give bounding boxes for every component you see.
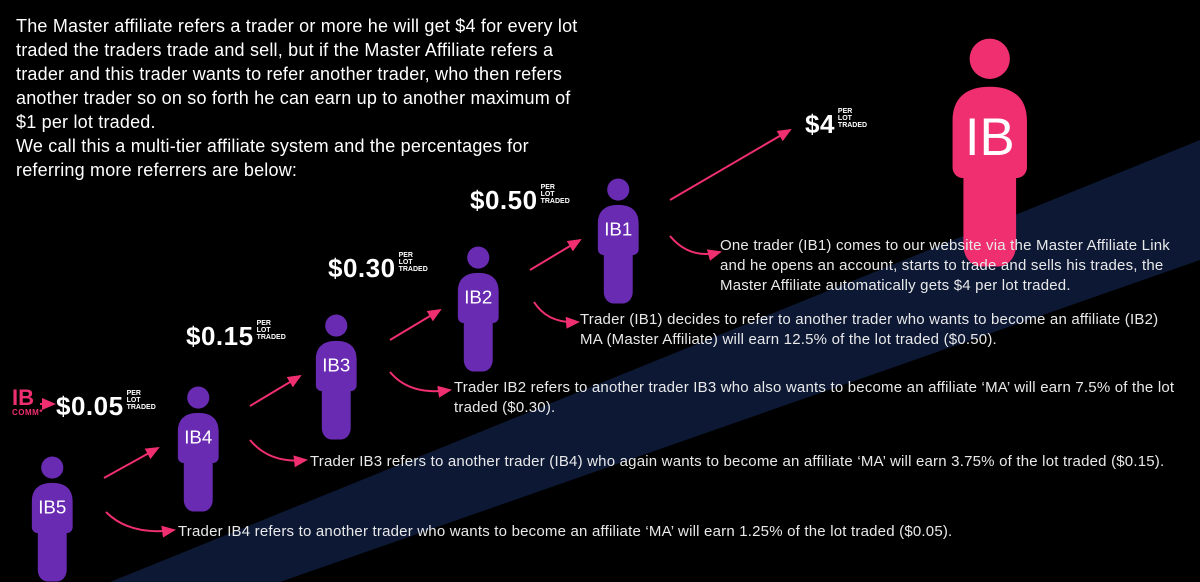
infographic-canvas: The Master affiliate refers a trader or … — [0, 0, 1200, 582]
price-amount: $0.30 — [328, 253, 396, 283]
price-amount: $4 — [805, 109, 835, 139]
desc-ib3: Trader IB3 refers to another trader (IB4… — [310, 452, 1180, 472]
price-ib: $4PERLOTTRADED — [805, 108, 867, 140]
intro-text: The Master affiliate refers a trader or … — [16, 14, 596, 182]
price-unit: PERLOTTRADED — [127, 390, 156, 411]
person-icon: IB4 — [160, 384, 237, 512]
price-unit: PERLOTTRADED — [541, 184, 570, 205]
svg-text:IB4: IB4 — [184, 427, 212, 448]
price-amount: $0.50 — [470, 185, 538, 215]
svg-text:IB1: IB1 — [604, 219, 632, 240]
svg-text:IB3: IB3 — [322, 355, 350, 376]
svg-text:IB: IB — [965, 108, 1015, 167]
price-ib4: $0.05PERLOTTRADED — [56, 390, 156, 422]
tier-ib3: IB3 — [298, 312, 375, 445]
desc-ib: One trader (IB1) comes to our website vi… — [720, 236, 1184, 296]
ib-tag-bottom: COMM* — [12, 408, 43, 417]
tier-ib5: IB5 — [14, 454, 91, 582]
person-icon: IB2 — [440, 244, 517, 372]
price-unit: PERLOTTRADED — [838, 108, 867, 129]
svg-text:IB5: IB5 — [38, 497, 66, 518]
tier-ib4: IB4 — [160, 384, 237, 517]
ib-commission-tag: IB COMM* — [12, 388, 43, 417]
price-ib1: $0.50PERLOTTRADED — [470, 184, 570, 216]
ib-tag-top: IB — [12, 388, 43, 408]
desc-ib2: Trader IB2 refers to another trader IB3 … — [454, 378, 1184, 418]
tier-ib2: IB2 — [440, 244, 517, 377]
price-unit: PERLOTTRADED — [257, 320, 286, 341]
price-amount: $0.15 — [186, 321, 254, 351]
price-amount: $0.05 — [56, 391, 124, 421]
price-ib2: $0.30PERLOTTRADED — [328, 252, 428, 284]
person-icon: IB5 — [14, 454, 91, 582]
svg-text:IB2: IB2 — [464, 287, 492, 308]
person-icon: IB1 — [580, 176, 657, 304]
price-ib3: $0.15PERLOTTRADED — [186, 320, 286, 352]
tier-ib1: IB1 — [580, 176, 657, 309]
desc-ib1: Trader (IB1) decides to refer to another… — [580, 310, 1180, 350]
price-unit: PERLOTTRADED — [399, 252, 428, 273]
desc-ib4: Trader IB4 refers to another trader who … — [178, 522, 1178, 542]
person-icon: IB3 — [298, 312, 375, 440]
person-icon: IB — [920, 34, 1060, 267]
